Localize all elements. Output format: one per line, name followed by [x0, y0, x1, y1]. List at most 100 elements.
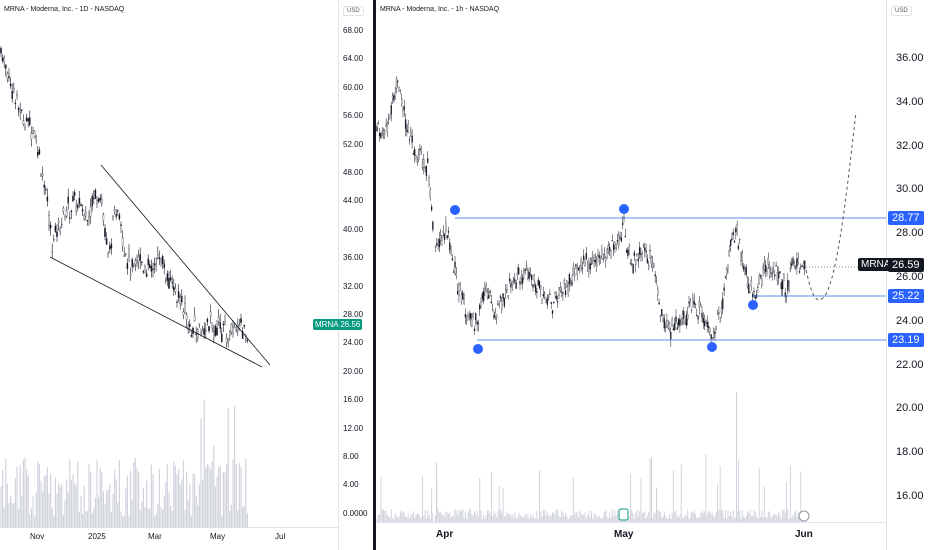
- level-tag-support-low: 23.19: [888, 333, 924, 347]
- price-tick-label: 52.00: [343, 139, 364, 149]
- candle-body: [70, 210, 73, 212]
- volume-bar: [750, 516, 752, 522]
- volume-bar: [526, 518, 527, 522]
- volume-bar: [546, 511, 548, 522]
- volume-bar: [544, 509, 546, 522]
- candle-body: [792, 258, 794, 264]
- candle-body: [158, 257, 161, 259]
- hourly-volume: [376, 392, 806, 522]
- time-tick-label: Mar: [148, 532, 162, 541]
- volume-bar: [523, 516, 525, 522]
- level-tag-resistance: 28.77: [888, 211, 924, 225]
- volume-bar: [479, 478, 481, 522]
- candle-body: [746, 283, 749, 287]
- volume-bar: [74, 482, 76, 527]
- price-tag-value: 26.59: [888, 258, 924, 272]
- candle-body: [182, 311, 185, 316]
- volume-bar: [552, 512, 553, 522]
- volume-bar: [412, 510, 414, 522]
- candle-body: [551, 310, 554, 314]
- panel-divider[interactable]: [373, 0, 376, 550]
- candle-body: [25, 117, 28, 122]
- candle-body: [168, 278, 170, 289]
- volume-bar: [769, 511, 771, 522]
- volume-bar: [106, 489, 108, 527]
- volume-bar: [78, 511, 80, 527]
- candle-body: [576, 267, 578, 275]
- volume-bar: [170, 505, 172, 527]
- volume-bar: [229, 510, 231, 527]
- volume-bar: [455, 510, 457, 522]
- candle-body: [752, 293, 754, 297]
- candle-body: [757, 286, 759, 288]
- volume-bar: [749, 509, 751, 522]
- volume-bar: [502, 488, 504, 522]
- hourly-chart-panel[interactable]: MRNA - Moderna, Inc. - 1h - NASDAQ USD 3…: [376, 0, 932, 550]
- daily-chart-canvas[interactable]: [0, 0, 373, 550]
- volume-bar: [205, 467, 207, 527]
- candle-body: [614, 242, 616, 247]
- candle-body: [161, 256, 164, 264]
- candle-body: [609, 247, 611, 251]
- price-tick-label: 56.00: [343, 111, 364, 121]
- candle-body: [430, 206, 433, 211]
- volume-bar: [497, 511, 499, 522]
- candle-body: [137, 255, 140, 263]
- candle-body: [685, 315, 688, 326]
- candle-body: [588, 262, 590, 272]
- candle-body: [653, 263, 655, 268]
- currency-label[interactable]: USD: [891, 6, 912, 16]
- volume-bar: [397, 517, 399, 522]
- candle-body: [389, 115, 391, 119]
- volume-bar: [741, 510, 743, 522]
- candle-body: [434, 246, 437, 248]
- price-tick-label: 60.00: [343, 82, 364, 92]
- volume-bar: [493, 510, 495, 522]
- candle-body: [88, 215, 90, 218]
- volume-bar: [574, 514, 576, 522]
- volume-bar: [565, 512, 566, 522]
- candle-body: [424, 167, 426, 169]
- volume-bar: [190, 515, 192, 527]
- volume-bar: [56, 493, 58, 527]
- volume-bar: [632, 513, 634, 522]
- time-tick-label: May: [210, 532, 226, 541]
- volume-bar: [766, 517, 768, 522]
- volume-bar: [405, 516, 407, 522]
- volume-bar: [631, 509, 633, 522]
- candle-body: [46, 196, 49, 202]
- candle-body: [534, 284, 537, 292]
- candle-body: [30, 133, 33, 140]
- candle-body: [729, 239, 732, 247]
- volume-bar: [516, 518, 518, 522]
- daily-chart-panel[interactable]: MRNA - Moderna, Inc. - 1D - NASDAQ USD 6…: [0, 0, 373, 550]
- volume-bar: [566, 515, 568, 522]
- volume-bar: [604, 511, 605, 522]
- volume-bar: [792, 514, 794, 522]
- volume-bar: [107, 489, 109, 527]
- volume-bar: [24, 457, 26, 527]
- candle-body: [631, 262, 633, 265]
- volume-bar: [727, 510, 729, 522]
- candle-body: [802, 263, 805, 267]
- volume-bar: [418, 513, 420, 522]
- price-tick-label: 26.00: [896, 271, 924, 283]
- currency-label[interactable]: USD: [343, 6, 364, 16]
- price-tag-value: 26.56: [340, 320, 361, 329]
- volume-bar: [234, 405, 236, 527]
- volume-bar: [662, 516, 664, 522]
- hourly-chart-canvas[interactable]: [376, 0, 932, 550]
- candle-body: [642, 244, 645, 246]
- volume-bar: [90, 471, 92, 527]
- volume-bar: [721, 510, 722, 522]
- volume-bar: [200, 418, 202, 527]
- candle-body: [520, 276, 522, 279]
- candle-body: [770, 272, 772, 278]
- candle-body: [563, 280, 565, 284]
- candle-body: [243, 324, 245, 327]
- time-tick-label: 2025: [88, 532, 106, 541]
- candle-body: [596, 263, 598, 267]
- volume-bar: [3, 507, 5, 527]
- candle-body: [546, 298, 548, 305]
- candle-body: [762, 266, 764, 270]
